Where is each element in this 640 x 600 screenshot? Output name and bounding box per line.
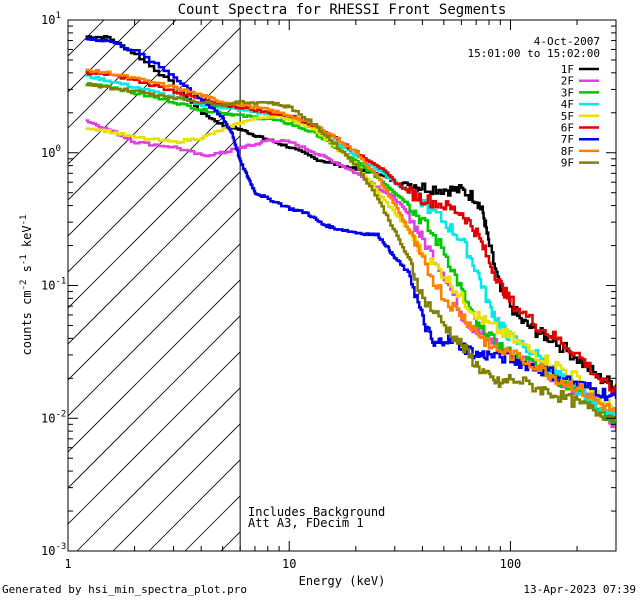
x-tick-labels: 1 10 100 <box>64 557 521 571</box>
hatch-stroke <box>68 279 241 453</box>
hatch-stroke <box>76 387 241 551</box>
hatch-stroke <box>68 351 241 525</box>
series-8F-line <box>85 68 616 413</box>
y-tick-label: 10-1 <box>41 277 66 293</box>
legend-label: 4F <box>561 98 574 111</box>
legend-label: 1F <box>561 63 574 76</box>
hatch-stroke <box>68 315 241 489</box>
y-tick-label: 10-3 <box>41 542 66 558</box>
legend-label: 2F <box>561 75 574 88</box>
hatch-stroke <box>148 459 241 551</box>
hatch-stroke <box>220 531 241 551</box>
axis-frame <box>67 19 617 552</box>
footer-timestamp: 13-Apr-2023 07:39 <box>523 583 636 596</box>
footer-generated-by: Generated by hsi_min_spectra_plot.pro <box>2 583 248 596</box>
time-range-label: 15:01:00 to 15:02:00 <box>468 47 600 60</box>
x-tick-label: 100 <box>500 557 522 571</box>
legend-label: 8F <box>561 145 574 158</box>
hatch-stroke <box>112 423 241 551</box>
x-axis-label: Energy (keV) <box>299 574 386 588</box>
tick-marks <box>67 19 617 552</box>
legend-label: 9F <box>561 157 574 170</box>
hatch-stroke <box>68 171 241 345</box>
series-3F-line <box>85 82 616 425</box>
date-label: 4-Oct-2007 <box>534 35 600 48</box>
x-tick-label: 10 <box>282 557 296 571</box>
y-tick-label: 101 <box>41 11 61 27</box>
series-lines <box>85 35 616 432</box>
hatch-stroke <box>68 207 241 381</box>
hatch-stroke <box>68 20 177 129</box>
legend-label: 7F <box>561 133 574 146</box>
hatch-stroke <box>68 243 241 417</box>
hatch-stroke <box>293 20 640 551</box>
hatch-stroke <box>68 135 241 309</box>
y-axis-label: counts cm-2 s-1 keV-1 <box>19 215 34 356</box>
series-7F-line <box>85 37 616 401</box>
chart-title: Count Spectra for RHESSI Front Segments <box>178 2 507 18</box>
hatch-stroke <box>68 27 241 201</box>
annotation-background: Includes Background <box>248 505 385 519</box>
legend-label: 5F <box>561 110 574 123</box>
y-tick-labels: 101 100 10-1 10-2 10-3 <box>41 11 66 558</box>
hatch-region <box>68 20 640 551</box>
hatch-stroke <box>68 20 213 165</box>
series-6F-line <box>85 70 616 397</box>
legend-label: 6F <box>561 122 574 135</box>
y-tick-label: 100 <box>41 144 61 160</box>
legend-label: 3F <box>561 86 574 99</box>
y-tick-label: 10-2 <box>41 409 66 425</box>
x-tick-label: 1 <box>64 557 71 571</box>
series-2F-line <box>85 119 616 432</box>
series-9F-line <box>85 83 616 423</box>
annotation-attenuator: Att A3, FDecim 1 <box>248 516 364 530</box>
series-5F-line <box>85 114 616 413</box>
